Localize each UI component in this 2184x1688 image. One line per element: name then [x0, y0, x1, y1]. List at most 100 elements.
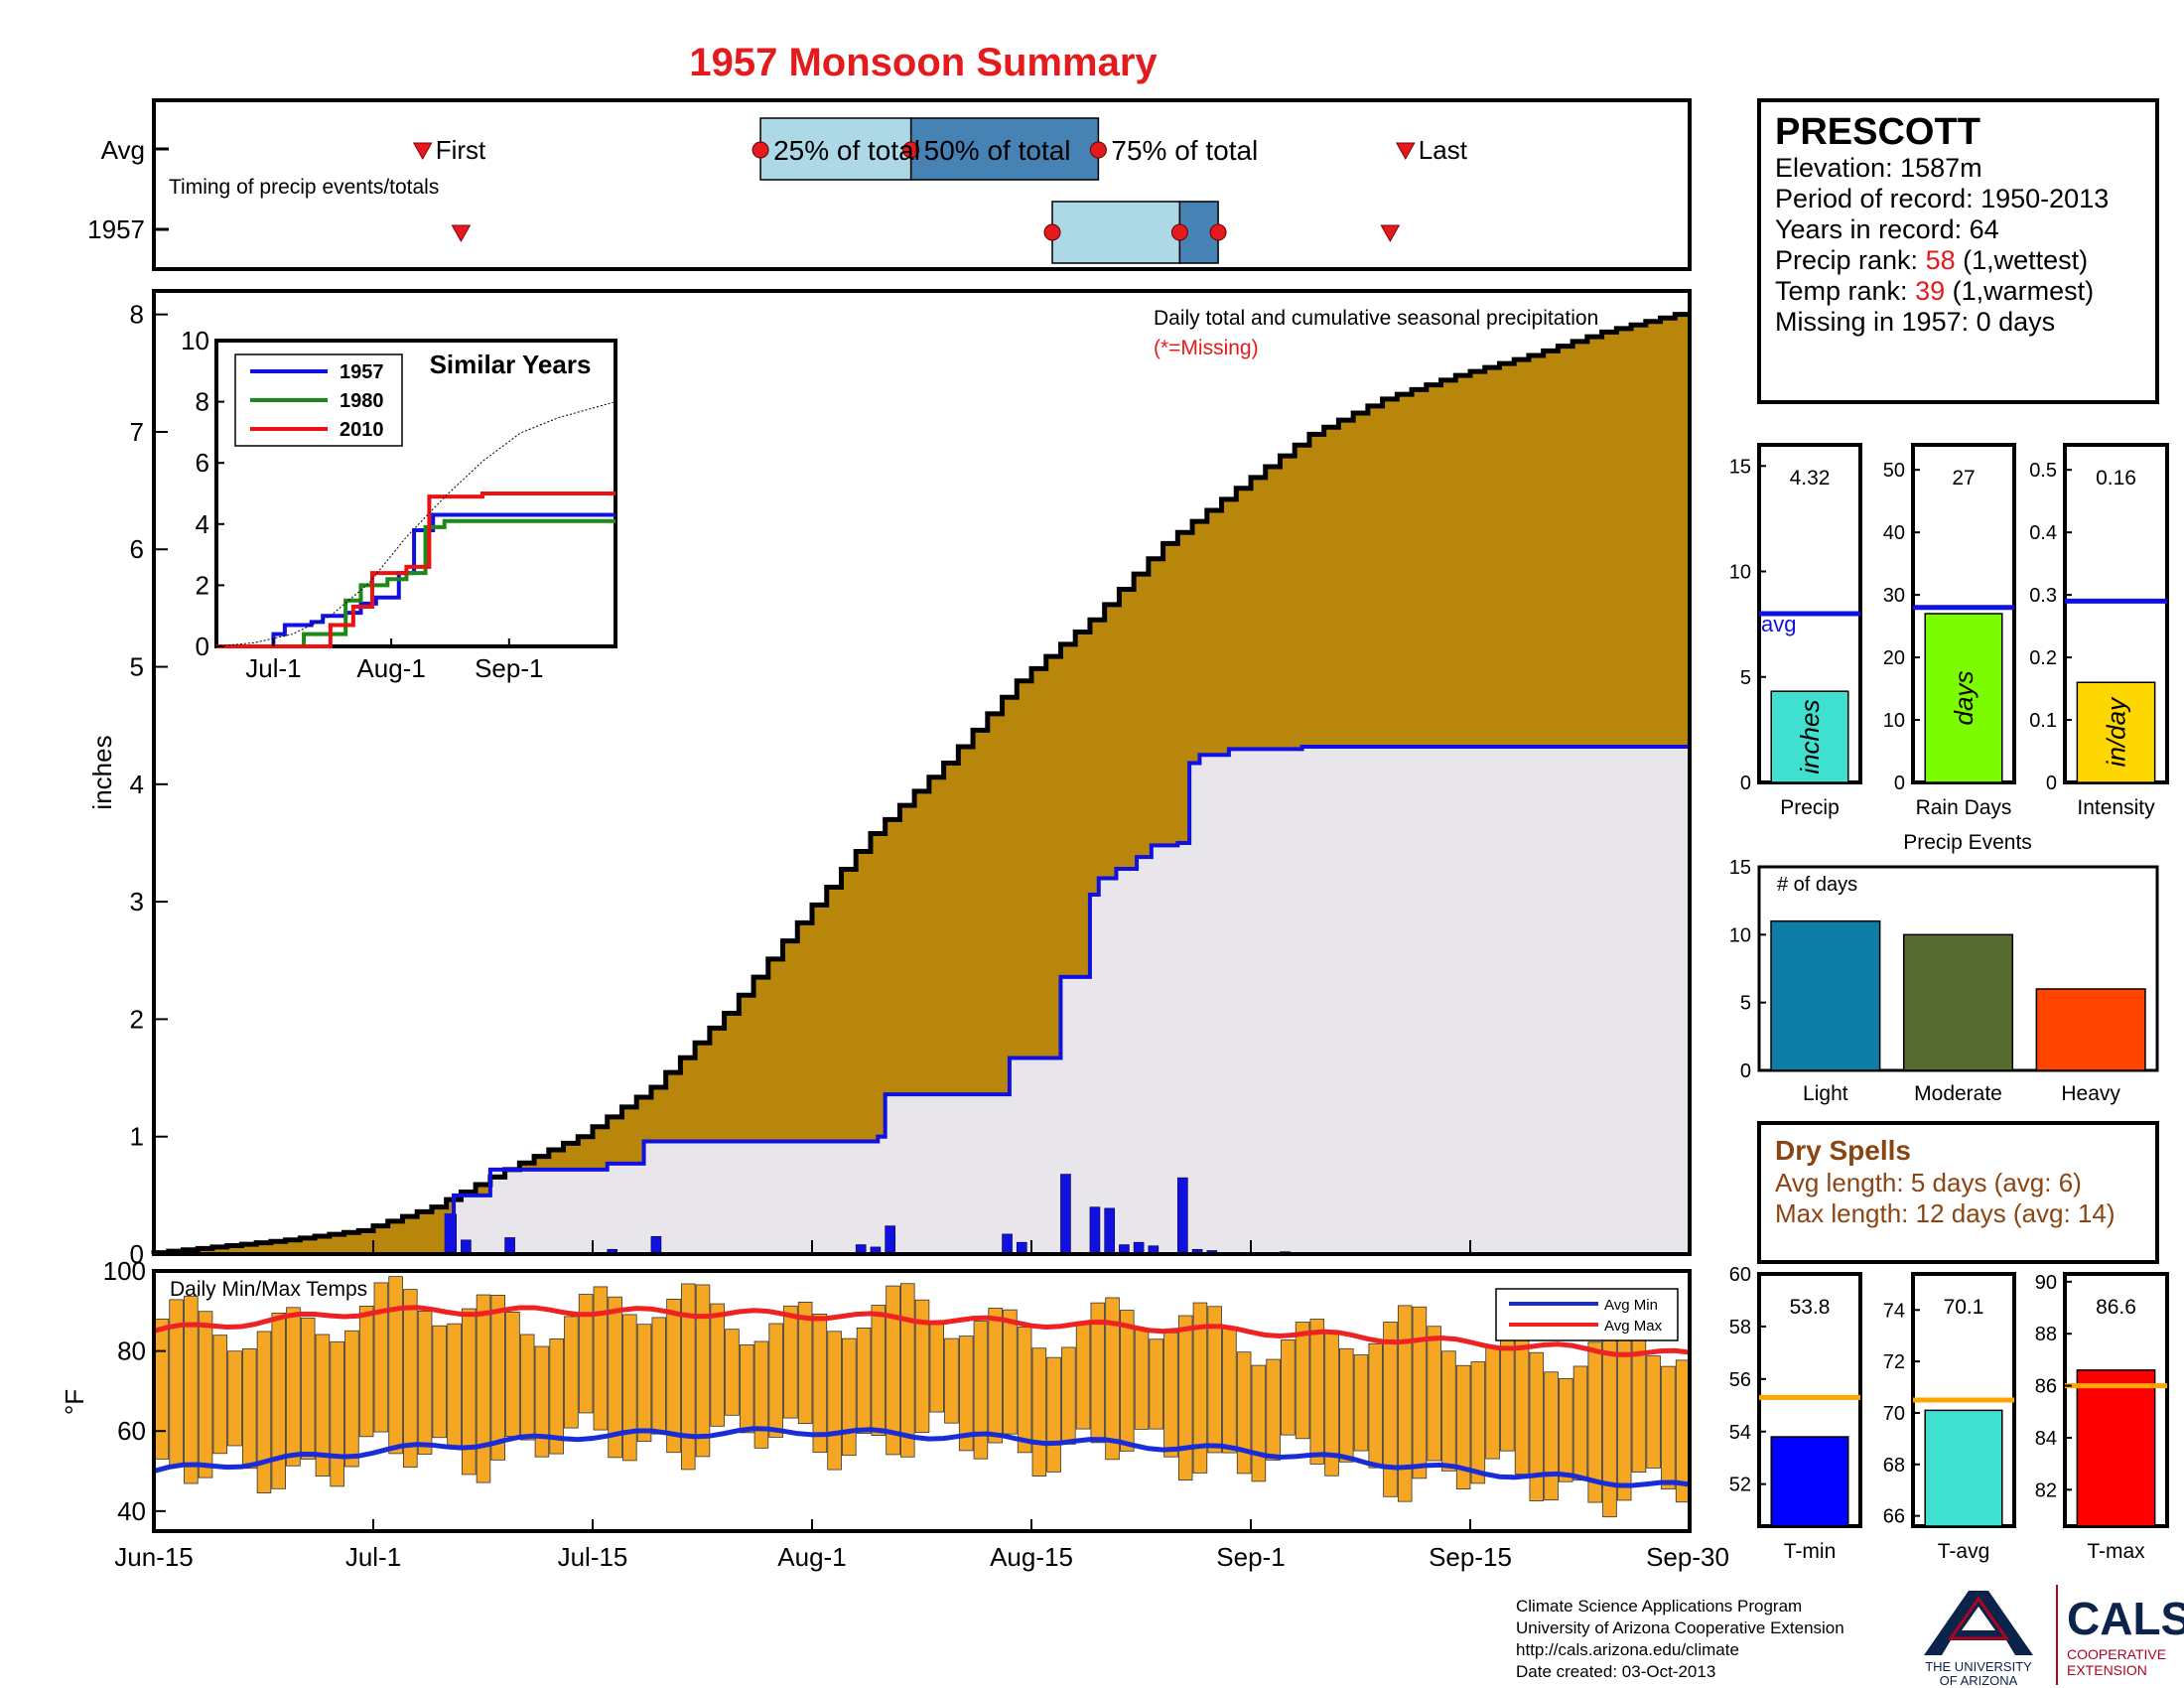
t-max-ytick-label: 90	[2035, 1272, 2057, 1294]
precip-rank-suffix: (1,wettest)	[1956, 245, 2089, 275]
daily-temp-bar	[1559, 1378, 1573, 1482]
timing-frame	[152, 98, 1692, 271]
daily-temp-bar	[549, 1338, 564, 1455]
cals-line-1: COOPERATIVE	[2067, 1646, 2166, 1662]
temps-ytick-label: 40	[117, 1496, 146, 1526]
timing-year-last-marker	[1380, 224, 1401, 243]
daily-temp-bar	[154, 1318, 170, 1460]
station-info-box: PRESCOTT Elevation: 1587m Period of reco…	[1757, 98, 2159, 404]
inset-series-line-avg	[215, 401, 616, 647]
daily-temp-bar	[1383, 1322, 1398, 1497]
daily-temp-bar	[1017, 1327, 1032, 1454]
daily-temp-bar	[1587, 1341, 1603, 1503]
events-title: Precip Events	[1903, 831, 2032, 854]
precip-totals-bar-label: inches	[1795, 700, 1825, 774]
daily-temp-bar	[256, 1331, 272, 1493]
ua-a-inner-icon	[1948, 1596, 2009, 1640]
footer-line-3: http://cals.arizona.edu/climate	[1516, 1640, 1739, 1659]
precip-totals-ytick-label: 5	[1740, 667, 1751, 689]
daily-temp-bar	[768, 1323, 783, 1438]
intensity-bar	[2076, 681, 2156, 783]
daily-temp-bar	[1003, 1309, 1018, 1435]
daily-temp-bar	[184, 1295, 199, 1484]
daily-precip-bar	[1060, 1174, 1071, 1255]
t-avg-value-label: 70.1	[1944, 1296, 1984, 1319]
inset-xtick-label: Jul-1	[245, 653, 301, 683]
daily-temp-bar	[286, 1307, 301, 1467]
temps-chart: 40 60 80 100 °F Daily Min/Max Temps Avg Min…	[60, 1256, 1692, 1533]
rain-days-bar-label: days	[1949, 671, 1979, 726]
daily-temp-bar	[827, 1331, 842, 1471]
timing-p75-label: 75% of total	[1111, 135, 1258, 166]
events-category-label: Heavy	[2061, 1082, 2120, 1105]
avg-min-line	[153, 1426, 1691, 1488]
events-ylabel: # of days	[1777, 874, 1857, 896]
daily-temp-bar	[812, 1313, 828, 1454]
rain-days-ytick-label: 40	[1883, 522, 1905, 544]
t-min-ytick-label: 52	[1729, 1475, 1751, 1496]
events-bar-heavy	[2035, 988, 2146, 1071]
main-ytick-label: 5	[130, 652, 144, 682]
daily-temp-bar	[1046, 1356, 1061, 1473]
daily-temp-bar	[842, 1337, 857, 1457]
temps-ylabel: °F	[60, 1389, 89, 1415]
timing-year-box-25-50	[1051, 201, 1181, 264]
daily-temp-bar	[461, 1308, 477, 1476]
daily-temp-bar	[1061, 1346, 1076, 1445]
temp-rank-prefix: Temp rank:	[1775, 276, 1915, 306]
daily-temp-bar	[241, 1347, 257, 1470]
t-max-category-label: T-max	[2087, 1540, 2145, 1563]
daily-temp-bar	[1500, 1333, 1515, 1452]
inset-ytick-label: 10	[181, 326, 209, 355]
daily-precip-bar	[1177, 1177, 1188, 1255]
inset-legend-2010: 2010	[340, 419, 384, 441]
daily-temp-bar	[1514, 1335, 1530, 1476]
daily-temp-bar	[519, 1334, 535, 1441]
station-precip-rank: Precip rank: 58 (1,wettest)	[1775, 245, 2088, 275]
station-temp-rank: Temp rank: 39 (1,warmest)	[1775, 276, 2094, 306]
footer-line-1: Climate Science Applications Program	[1516, 1597, 1802, 1616]
x-tick-label: Jul-1	[345, 1542, 401, 1572]
timing-row-year-label: 1957	[87, 214, 145, 244]
t-max-value-label: 86.6	[2096, 1296, 2136, 1319]
daily-temp-bar	[344, 1330, 359, 1468]
daily-temp-bar	[1222, 1327, 1237, 1454]
daily-temp-bar	[1120, 1310, 1135, 1452]
t-min-bar	[1770, 1436, 1849, 1527]
events-ytick-label: 5	[1740, 993, 1751, 1015]
main-chart-subtitle: (*=Missing)	[1154, 337, 1259, 359]
daily-precip-bar	[1002, 1233, 1013, 1255]
daily-temp-bar	[358, 1305, 374, 1438]
daily-temp-bar	[447, 1323, 462, 1449]
t-max-bar	[2076, 1369, 2156, 1527]
temps-ytick-label: 80	[117, 1336, 146, 1366]
daily-temp-bar	[593, 1286, 609, 1431]
daily-temp-bar	[914, 1299, 930, 1434]
daily-temp-bar	[710, 1303, 725, 1427]
main-ytick-label: 3	[130, 887, 144, 916]
main-ytick-label: 7	[130, 417, 144, 447]
daily-temp-bar	[753, 1340, 769, 1449]
timing-last-label: Last	[1419, 135, 1468, 165]
main-chart-title: Daily total and cumulative seasonal prec…	[1154, 307, 1598, 330]
station-elevation: Elevation: 1587m	[1775, 153, 1982, 183]
cals-line-2: EXTENSION	[2067, 1662, 2147, 1678]
daily-temp-bar	[1661, 1365, 1676, 1490]
timing-panel: Avg 1957 Timing of precip events/totals …	[87, 98, 1692, 271]
events-category-label: Moderate	[1914, 1082, 2002, 1105]
station-frame	[1757, 98, 2159, 404]
intensity-ytick-label: 0.5	[2029, 460, 2057, 482]
intensity-ytick-label: 0.3	[2029, 585, 2057, 607]
x-tick-label: Sep-15	[1429, 1542, 1512, 1572]
rain-days-category-label: Rain Days	[1916, 796, 2012, 819]
intensity-ytick-label: 0.2	[2029, 647, 2057, 669]
main-ytick-label: 4	[130, 770, 144, 799]
daily-temp-bar	[1455, 1364, 1471, 1489]
year-cumulative-area	[154, 746, 1690, 1254]
daily-temp-bar	[1339, 1347, 1354, 1463]
daily-temp-bar	[1441, 1350, 1456, 1472]
rain-days-ytick-label: 20	[1883, 647, 1905, 669]
events-ytick-label: 0	[1740, 1060, 1751, 1082]
daily-temp-bar	[227, 1350, 242, 1447]
